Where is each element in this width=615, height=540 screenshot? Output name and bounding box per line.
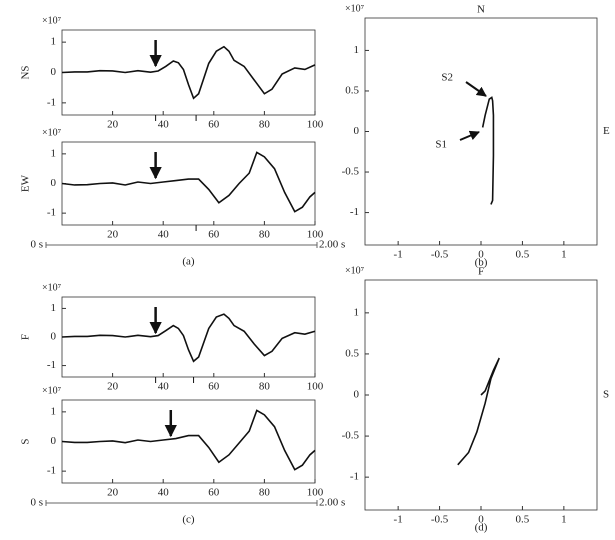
top-label: F [478,266,484,278]
x-tick-label: 100 [307,381,324,393]
x-tick-label: 20 [107,487,119,499]
y-tick-label: 1 [51,147,57,159]
x-tick-label: 40 [158,119,170,131]
y-axis-label: F [20,334,32,340]
waveform [457,357,500,466]
caption: (d) [475,522,488,534]
x-tick-label: 40 [158,487,170,499]
multiplier: ×10⁷ [42,127,62,138]
y-tick-label: 0 [51,331,57,343]
waveform [61,409,316,471]
y-tick-label: 1 [51,36,57,48]
waveform [61,151,316,213]
y-tick-label: 1 [51,302,57,314]
y-tick-label: -1 [47,207,56,219]
plot-frame [61,296,316,378]
right-label: S [603,389,609,401]
x-tick-label: 80 [259,487,271,499]
multiplier: ×10⁷ [42,15,62,26]
multiplier: ×10⁷ [42,282,62,293]
y-tick-label: -1 [47,359,56,371]
plot-frame [364,17,598,246]
y-tick-label: 0 [51,435,57,447]
y-tick-label: -1 [47,96,56,108]
x-tick-label: 0 [478,249,484,261]
x-tick-label: -1 [394,514,403,526]
y-tick-label: 0.5 [345,347,359,359]
x-tick-label: 1 [561,249,567,261]
x-tick-label: 100 [307,229,324,241]
annotation: S2 [441,72,453,84]
waveform [481,96,495,205]
y-tick-label: 0 [51,177,57,189]
plot-frame [61,29,316,116]
x-tick-label: 20 [107,119,119,131]
x-tick-label: 20 [107,381,119,393]
top-label: N [477,4,485,16]
x-tick-label: 100 [307,487,324,499]
x-tick-label: 40 [158,229,170,241]
time-start: 0 s [30,239,43,251]
y-tick-label: 0.5 [345,84,359,96]
waveform [61,313,316,363]
multiplier: ×10⁷ [345,3,365,14]
annotation: S1 [435,139,447,151]
x-tick-label: 100 [307,119,324,131]
x-tick-label: 0 [478,514,484,526]
y-axis-label: S [20,438,32,444]
caption: (c) [182,514,195,526]
y-tick-label: -0.5 [342,430,360,442]
x-tick-label: 40 [158,381,170,393]
y-tick-label: 0 [354,125,360,137]
x-tick-label: 20 [107,229,119,241]
y-tick-label: 1 [354,306,360,318]
time-end: 2.00 s [319,497,345,509]
x-tick-label: 60 [208,381,220,393]
right-label: E [603,125,610,137]
y-tick-label: 0 [354,389,360,401]
y-tick-label: -1 [47,465,56,477]
multiplier: ×10⁷ [42,385,62,396]
y-tick-label: -1 [350,471,359,483]
x-tick-label: -1 [394,249,403,261]
x-tick-label: -0.5 [431,514,449,526]
x-tick-label: 80 [259,229,271,241]
y-axis-label: EW [20,174,32,192]
y-tick-label: 1 [354,44,360,56]
x-tick-label: 80 [259,381,271,393]
y-axis-label: NS [20,65,32,79]
x-tick-label: 60 [208,487,220,499]
x-tick-label: 60 [208,119,220,131]
time-start: 0 s [30,497,43,509]
x-tick-label: 80 [259,119,271,131]
y-tick-label: -0.5 [342,166,360,178]
y-tick-label: -1 [350,206,359,218]
x-tick-label: 60 [208,229,220,241]
time-end: 2.00 s [319,239,345,251]
x-tick-label: 1 [561,514,567,526]
x-tick-label: -0.5 [431,249,449,261]
annotation-arrow [465,81,487,97]
x-tick-label: 0.5 [516,249,530,261]
x-tick-label: 0.5 [516,514,530,526]
multiplier: ×10⁷ [345,265,365,276]
y-tick-label: 0 [51,66,57,78]
caption: (b) [475,257,488,269]
annotation-arrow [459,130,480,141]
waveform [61,45,316,100]
y-tick-label: 1 [51,405,57,417]
caption: (a) [182,256,195,268]
